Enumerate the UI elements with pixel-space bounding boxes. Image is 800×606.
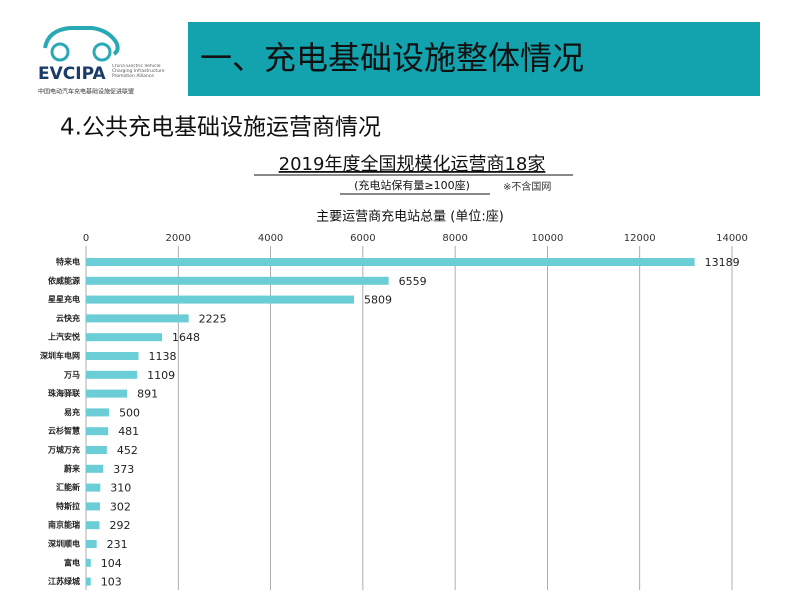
value-label: 481 bbox=[118, 425, 139, 438]
y-tick-label: 深圳车电网 bbox=[40, 351, 80, 361]
logo-wheel bbox=[50, 42, 70, 62]
bar bbox=[86, 558, 91, 567]
y-tick-label: 万城万充 bbox=[47, 445, 80, 455]
chart-note: ※不含国网 bbox=[503, 180, 551, 193]
chart-subtitle: (充电站保有量≥100座) bbox=[354, 178, 470, 192]
bar bbox=[86, 314, 189, 323]
bar bbox=[86, 577, 91, 586]
y-tick-label: 珠海驿联 bbox=[48, 388, 80, 398]
slide-title: 一、充电基础设施整体情况 bbox=[200, 39, 584, 77]
value-label: 1138 bbox=[149, 350, 177, 363]
bar bbox=[86, 427, 109, 436]
x-tick-label: 2000 bbox=[166, 233, 191, 244]
value-label: 103 bbox=[101, 576, 122, 589]
y-tick-label: 云杉智慧 bbox=[48, 426, 80, 436]
value-label: 310 bbox=[110, 482, 131, 495]
value-label: 373 bbox=[113, 463, 134, 476]
x-tick-label: 14000 bbox=[716, 233, 748, 244]
logo-english: China Electric Vehicle Charging Infrastr… bbox=[112, 64, 165, 79]
bar bbox=[86, 521, 100, 530]
bar bbox=[86, 295, 355, 304]
plot: 0 2000 4000 6000 8000 10000 12000 14000 特来电 13189… bbox=[40, 233, 748, 590]
y-tick-label: 深圳顺电 bbox=[48, 539, 80, 549]
logo: EVCIPA China Electric Vehicle Charging I… bbox=[38, 26, 165, 96]
x-tick-label: 6000 bbox=[350, 233, 375, 244]
y-tick-label: 星星充电 bbox=[48, 294, 80, 304]
value-label: 1648 bbox=[172, 331, 200, 344]
bar bbox=[86, 389, 128, 398]
x-tick-label: 12000 bbox=[624, 233, 656, 244]
y-tick-label: 云快充 bbox=[56, 313, 80, 323]
bar bbox=[86, 502, 100, 511]
y-tick-label: 富电 bbox=[64, 557, 80, 567]
bar bbox=[86, 370, 138, 379]
y-tick-label: 万马 bbox=[63, 370, 80, 379]
value-label: 5809 bbox=[364, 294, 392, 307]
value-label: 302 bbox=[110, 500, 131, 513]
chart-title: 2019年度全国规模化运营商18家 bbox=[279, 154, 546, 175]
y-tick-label: 汇能新 bbox=[56, 482, 80, 492]
value-label: 2225 bbox=[199, 312, 227, 325]
logo-name: EVCIPA bbox=[38, 64, 106, 84]
logo-chinese: 中国电动汽车充电基础设施促进联盟 bbox=[38, 88, 134, 96]
value-label: 104 bbox=[101, 557, 122, 570]
y-tick-label: 依威能源 bbox=[48, 275, 80, 285]
value-label: 6559 bbox=[399, 275, 427, 288]
title-banner bbox=[188, 22, 760, 96]
bar bbox=[86, 483, 101, 492]
x-tick-label: 0 bbox=[83, 233, 89, 244]
y-tick-label: 江苏绿城 bbox=[48, 576, 80, 586]
value-label: 1109 bbox=[147, 369, 175, 382]
value-label: 500 bbox=[119, 406, 140, 419]
logo-wheel bbox=[92, 42, 112, 62]
bar bbox=[86, 408, 110, 417]
y-tick-label: 易充 bbox=[64, 407, 80, 417]
bar bbox=[86, 276, 389, 285]
value-label: 231 bbox=[107, 538, 128, 551]
y-tick-label: 南京能瑞 bbox=[48, 520, 80, 530]
axis-title: 主要运营商充电站总量 (单位:座) bbox=[316, 209, 504, 225]
x-tick-label: 4000 bbox=[258, 233, 283, 244]
bar bbox=[86, 540, 97, 548]
logo-english-box: China Electric Vehicle Charging Infrastr… bbox=[112, 64, 165, 79]
value-label: 891 bbox=[137, 388, 158, 401]
bar bbox=[86, 352, 139, 360]
y-tick-label: 特斯拉 bbox=[56, 501, 80, 511]
y-tick-label: 特来电 bbox=[56, 257, 80, 267]
value-label: 292 bbox=[109, 519, 130, 532]
value-label: 452 bbox=[117, 444, 138, 457]
bar bbox=[86, 258, 695, 266]
x-tick-label: 10000 bbox=[532, 233, 564, 244]
y-tick-label: 上汽安悦 bbox=[48, 332, 80, 342]
value-label: 13189 bbox=[705, 256, 740, 269]
bar bbox=[86, 446, 107, 454]
section-title: 4.公共充电基础设施运营商情况 bbox=[60, 115, 381, 141]
bar bbox=[86, 464, 104, 473]
bar bbox=[86, 333, 163, 342]
logo-car bbox=[43, 26, 120, 56]
y-tick-label: 蔚来 bbox=[64, 463, 81, 473]
x-tick-label: 8000 bbox=[442, 233, 467, 244]
